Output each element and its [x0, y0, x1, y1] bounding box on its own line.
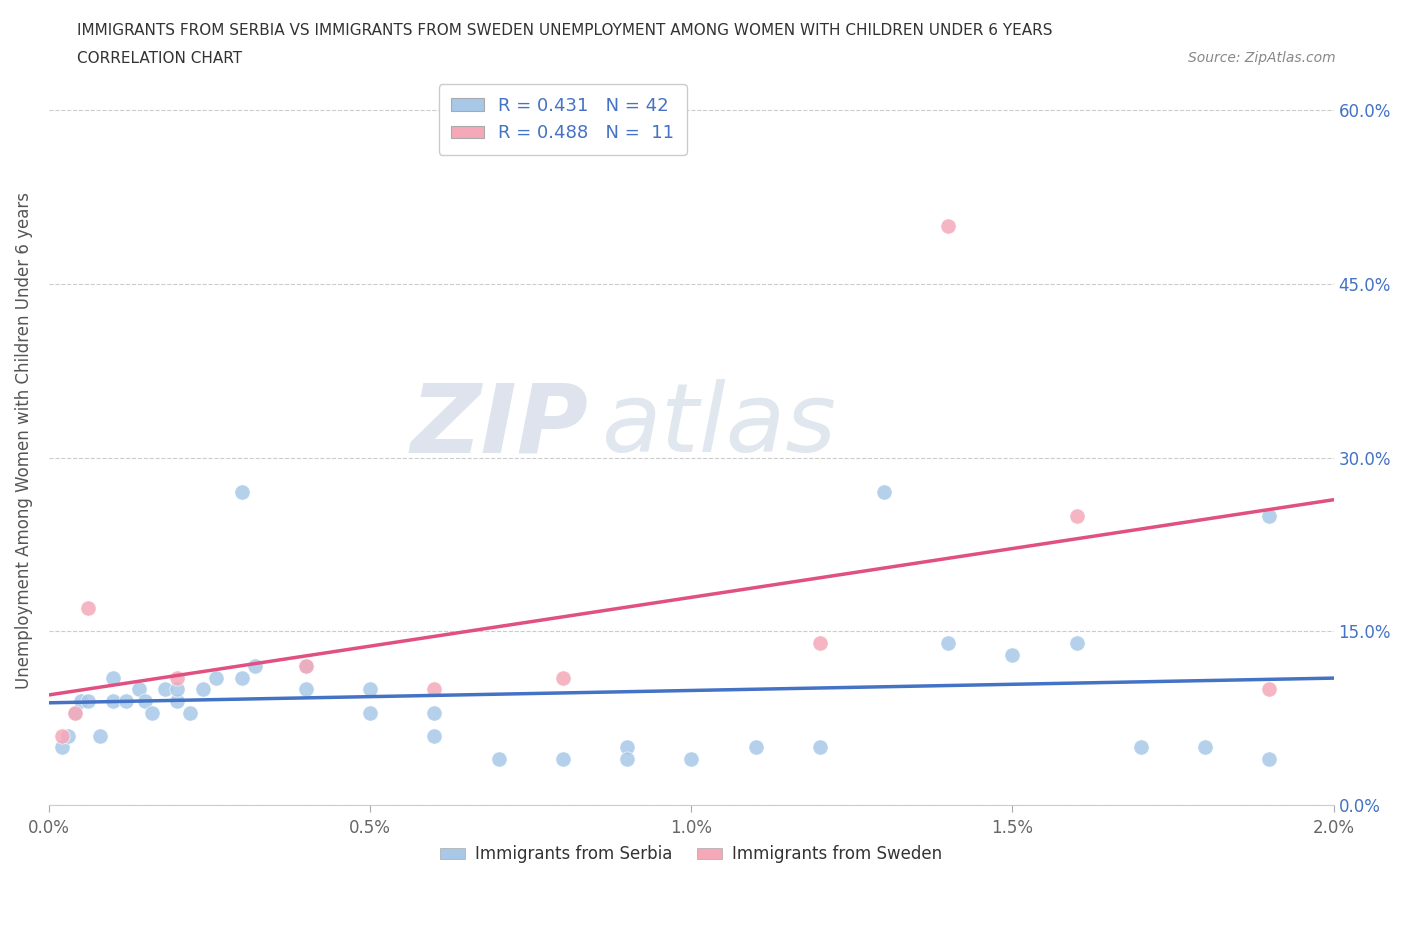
Point [51, 740, 73, 755]
Point [63, 705, 86, 720]
Point [423, 705, 446, 720]
Point [103, 694, 125, 709]
Text: atlas: atlas [602, 379, 837, 472]
Point [51, 728, 73, 743]
Y-axis label: Unemployment Among Women with Children Under 6 years: Unemployment Among Women with Children U… [15, 192, 32, 689]
Point [1066, 508, 1088, 523]
Point [1001, 647, 1024, 662]
Point [76, 694, 98, 709]
Point [1258, 751, 1281, 766]
Point [423, 682, 446, 697]
Point [616, 751, 638, 766]
Point [166, 694, 188, 709]
Point [1129, 740, 1152, 755]
Point [1258, 508, 1281, 523]
Point [141, 705, 163, 720]
Point [103, 671, 125, 685]
Point [359, 682, 381, 697]
Point [808, 740, 831, 755]
Point [744, 740, 766, 755]
Text: CORRELATION CHART: CORRELATION CHART [77, 51, 242, 66]
Point [1258, 682, 1281, 697]
Point [231, 485, 253, 500]
Point [1194, 740, 1216, 755]
Point [58, 728, 80, 743]
Point [63, 705, 86, 720]
Point [295, 658, 318, 673]
Point [681, 751, 703, 766]
Point [488, 751, 510, 766]
Point [873, 485, 896, 500]
Point [551, 671, 574, 685]
Point [89, 728, 111, 743]
Text: Source: ZipAtlas.com: Source: ZipAtlas.com [1188, 51, 1336, 65]
Point [295, 682, 318, 697]
Point [128, 682, 150, 697]
Point [1066, 635, 1088, 650]
Point [153, 682, 176, 697]
Point [359, 705, 381, 720]
Point [179, 705, 201, 720]
Point [166, 671, 188, 685]
Point [231, 671, 253, 685]
Legend: Immigrants from Serbia, Immigrants from Sweden: Immigrants from Serbia, Immigrants from … [433, 839, 949, 870]
Text: ZIP: ZIP [411, 379, 589, 472]
Point [616, 740, 638, 755]
Point [936, 635, 959, 650]
Point [551, 751, 574, 766]
Point [134, 694, 156, 709]
Point [115, 694, 138, 709]
Point [205, 671, 228, 685]
Text: IMMIGRANTS FROM SERBIA VS IMMIGRANTS FROM SWEDEN UNEMPLOYMENT AMONG WOMEN WITH C: IMMIGRANTS FROM SERBIA VS IMMIGRANTS FRO… [77, 23, 1053, 38]
Point [70, 694, 93, 709]
Point [295, 658, 318, 673]
Point [936, 219, 959, 233]
Point [166, 682, 188, 697]
Point [423, 728, 446, 743]
Point [191, 682, 214, 697]
Point [808, 635, 831, 650]
Point [76, 601, 98, 616]
Point [243, 658, 266, 673]
